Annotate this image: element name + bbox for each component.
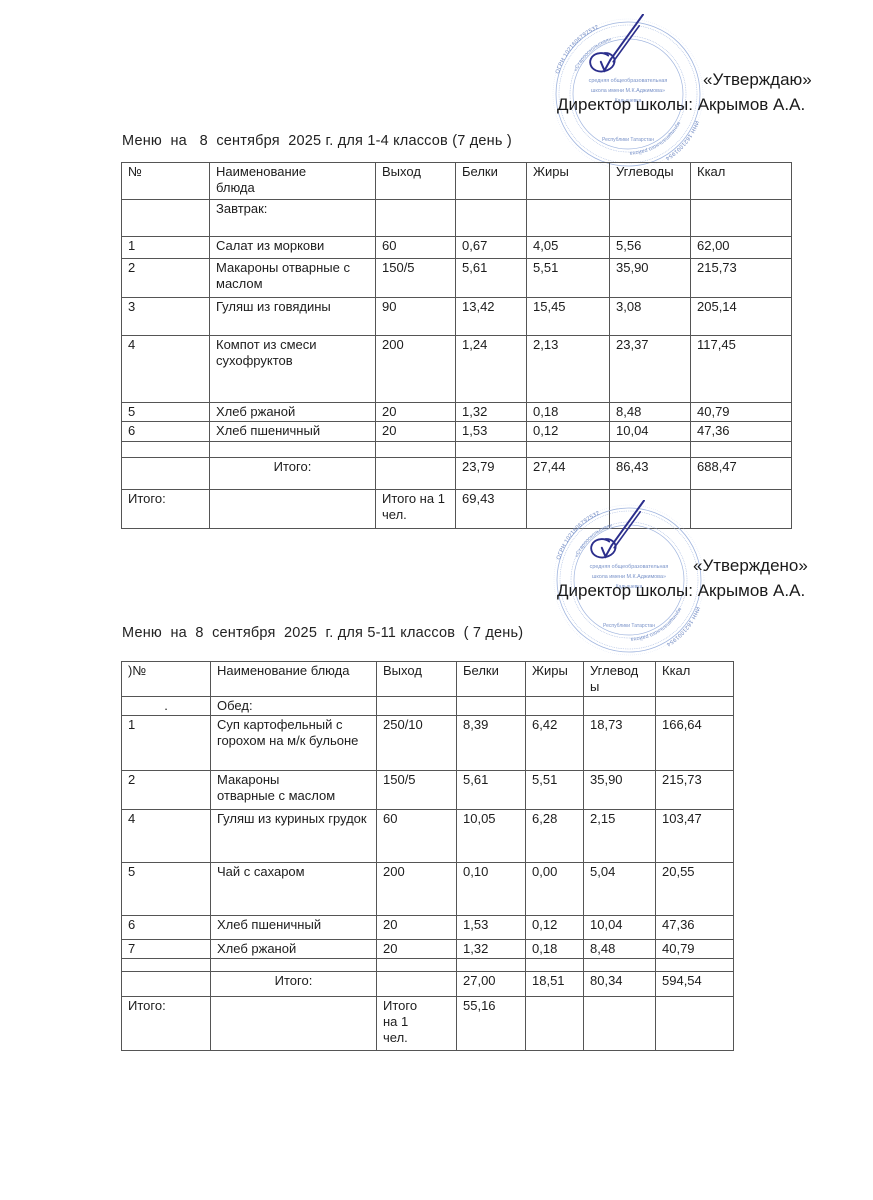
svg-text:школа имени М.К.Аджимова»: школа имени М.К.Аджимова»: [591, 88, 665, 94]
svg-text:ИНН 1621001954: ИНН 1621001954: [665, 606, 700, 647]
svg-text:средняя общеобразовательная: средняя общеобразовательная: [590, 564, 669, 570]
svg-text:средняя общеобразовательная: средняя общеобразовательная: [589, 78, 668, 84]
svg-text:Республики Татарстан: Республики Татарстан: [603, 623, 655, 629]
svg-text:школа имени М.К.Аджимова»: школа имени М.К.Аджимова»: [592, 574, 666, 580]
svg-text:ИНН 1621001954: ИНН 1621001954: [664, 120, 699, 161]
svg-text:Республики Татарстан: Республики Татарстан: [602, 137, 654, 143]
